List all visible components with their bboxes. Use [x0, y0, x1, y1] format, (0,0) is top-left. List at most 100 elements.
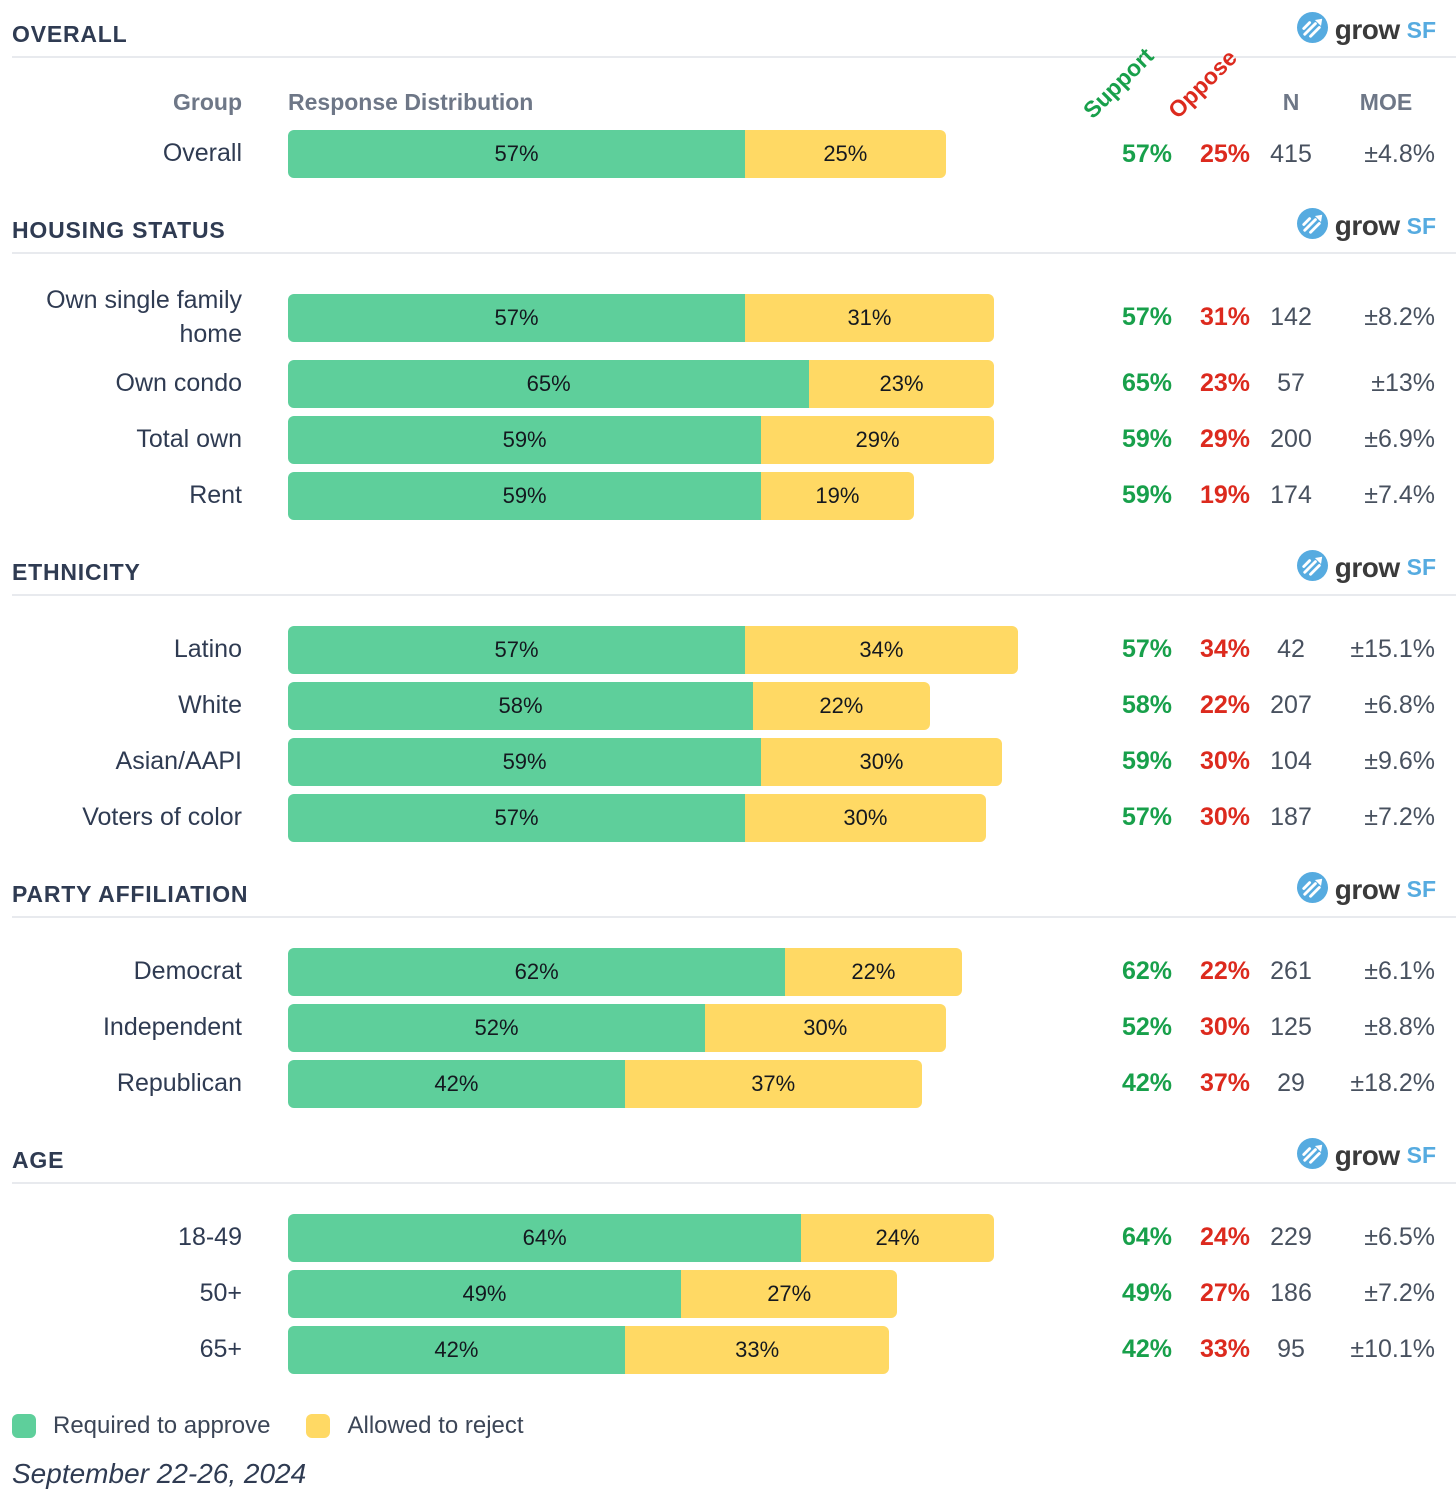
- row-label: 18-49: [178, 1222, 242, 1251]
- growsf-logo-icon: [1296, 871, 1328, 908]
- oppose-value: 24%: [1199, 1223, 1250, 1251]
- n-value: 187: [1270, 803, 1312, 831]
- sections-container: OVERALL grow SF Group Response Distribution S…: [0, 12, 1456, 1374]
- growsf-logo-text: grow: [1334, 1139, 1400, 1171]
- row-label: Total own: [136, 424, 242, 453]
- n-value: 142: [1270, 303, 1312, 332]
- support-value: 64%: [1121, 1223, 1172, 1251]
- moe-value: ±6.8%: [1364, 691, 1435, 719]
- growsf-logo-sf: SF: [1406, 1142, 1436, 1168]
- section-title-party-affiliation: PARTY AFFILIATION: [12, 880, 249, 907]
- n-value: 200: [1270, 425, 1312, 453]
- oppose-value: 19%: [1199, 481, 1250, 509]
- group-column-header: Group: [173, 89, 242, 115]
- bar-segment-oppose: 29%: [761, 415, 994, 464]
- bar-cell: 64% 24%: [265, 1213, 1087, 1262]
- growsf-logo-icon: [1296, 549, 1328, 586]
- bar-cell: 62% 22%: [265, 947, 1087, 996]
- bar-segment-support: 59%: [288, 471, 762, 520]
- stacked-bar: 64% 24%: [288, 1213, 994, 1262]
- bar-segment-support: 65%: [288, 359, 810, 408]
- stacked-bar: 52% 30%: [288, 1003, 946, 1052]
- table-row: Overall 57% 25% 57% 25% 415 ±4.8%: [0, 130, 1456, 178]
- bar-segment-support: 57%: [288, 130, 746, 178]
- bar-segment-support: 42%: [288, 1325, 625, 1374]
- section-header-housing-status: HOUSING STATUS grow SF: [0, 208, 1456, 252]
- row-label: Democrat: [133, 956, 242, 985]
- bar-segment-oppose: 22%: [785, 947, 962, 996]
- stacked-bar: 57% 31%: [288, 293, 994, 342]
- growsf-logo-sf: SF: [1406, 554, 1436, 580]
- legend-item-approve: Required to approve: [12, 1412, 270, 1440]
- table-row: Democrat 62% 22% 62% 22% 261 ±6.1%: [0, 947, 1456, 996]
- bar-segment-oppose: 33%: [624, 1325, 890, 1374]
- bar-segment-oppose: 34%: [745, 625, 1018, 674]
- rows-ethnicity: Latino 57% 34% 57% 34% 42 ±15.1% White 58% 22% 58%…: [0, 596, 1456, 842]
- table-row: Asian/AAPI 59% 30% 59% 30% 104 ±9.6%: [0, 737, 1456, 786]
- oppose-column-header-cell: Oppose: [1163, 44, 1250, 123]
- response-distribution-column-header: Response Distribution: [288, 89, 534, 115]
- growsf-logo-icon: [1296, 208, 1328, 244]
- row-label: Voters of color: [82, 802, 242, 831]
- support-value: 57%: [1121, 803, 1172, 831]
- legend: Required to approve Allowed to reject: [12, 1412, 1456, 1440]
- bar-segment-support: 64%: [288, 1213, 802, 1262]
- table-row: Independent 52% 30% 52% 30% 125 ±8.8%: [0, 1003, 1456, 1052]
- growsf-logo: grow SF: [1296, 1137, 1436, 1174]
- moe-value: ±15.1%: [1350, 635, 1435, 663]
- bar-segment-support: 62%: [288, 947, 786, 996]
- moe-value: ±9.6%: [1364, 747, 1435, 775]
- oppose-value: 34%: [1199, 635, 1250, 663]
- bar-cell: 57% 31%: [265, 293, 1087, 342]
- rows-overall: Overall 57% 25% 57% 25% 415 ±4.8%: [0, 130, 1456, 178]
- bar-cell: 42% 37%: [265, 1059, 1087, 1108]
- growsf-logo-icon: [1296, 1137, 1328, 1174]
- section-title-ethnicity: ETHNICITY: [12, 558, 141, 585]
- support-value: 58%: [1121, 691, 1172, 719]
- support-value: 59%: [1121, 747, 1172, 775]
- growsf-logo-text: grow: [1334, 551, 1400, 583]
- legend-swatch-reject-icon: [306, 1413, 331, 1438]
- oppose-value: 22%: [1199, 957, 1250, 985]
- moe-value: ±7.2%: [1364, 803, 1435, 831]
- section-age: AGE grow SF 18-49 64% 24% 64% 24% 229 ±6.5% 50+ 49%…: [0, 1137, 1456, 1374]
- bar-segment-oppose: 30%: [745, 793, 986, 842]
- stacked-bar: 57% 34%: [288, 625, 1018, 674]
- moe-value: ±10.1%: [1350, 1335, 1435, 1363]
- growsf-logo-icon: [1296, 12, 1328, 48]
- row-label: Rent: [189, 480, 242, 509]
- support-value: 49%: [1121, 1279, 1172, 1307]
- row-label: Latino: [173, 634, 242, 663]
- row-label: Republican: [116, 1068, 242, 1097]
- moe-value: ±6.5%: [1364, 1223, 1435, 1251]
- moe-column-header: MOE: [1359, 89, 1413, 115]
- stacked-bar: 59% 19%: [288, 471, 914, 520]
- section-divider: [12, 56, 1456, 58]
- oppose-value: 37%: [1199, 1069, 1250, 1097]
- bar-segment-oppose: 30%: [761, 737, 1002, 786]
- growsf-logo: grow SF: [1296, 208, 1436, 244]
- growsf-logo-text: grow: [1334, 873, 1400, 905]
- row-label: White: [178, 690, 242, 719]
- bar-segment-oppose: 30%: [705, 1003, 946, 1052]
- support-value: 52%: [1121, 1013, 1172, 1041]
- table-row: 65+ 42% 33% 42% 33% 95 ±10.1%: [0, 1325, 1456, 1374]
- support-column-header-cell: Support: [1078, 43, 1172, 124]
- bar-segment-support: 57%: [288, 293, 746, 342]
- moe-value: ±8.2%: [1364, 303, 1435, 332]
- oppose-value: 31%: [1199, 303, 1250, 332]
- stacked-bar: 59% 29%: [288, 415, 994, 464]
- oppose-value: 25%: [1199, 139, 1250, 168]
- bar-cell: 59% 30%: [265, 737, 1087, 786]
- section-header-overall: OVERALL grow SF: [0, 12, 1456, 56]
- n-value: 29: [1277, 1069, 1305, 1097]
- rows-party-affiliation: Democrat 62% 22% 62% 22% 261 ±6.1% Independent 5…: [0, 918, 1456, 1108]
- section-divider: [12, 915, 1456, 918]
- bar-segment-oppose: 24%: [801, 1213, 994, 1262]
- legend-label-reject: Allowed to reject: [347, 1411, 524, 1439]
- bar-segment-oppose: 25%: [745, 130, 946, 178]
- moe-value: ±7.4%: [1364, 481, 1435, 509]
- bar-segment-oppose: 27%: [680, 1269, 898, 1318]
- bar-segment-oppose: 23%: [809, 359, 994, 408]
- bar-cell: 58% 22%: [265, 681, 1087, 730]
